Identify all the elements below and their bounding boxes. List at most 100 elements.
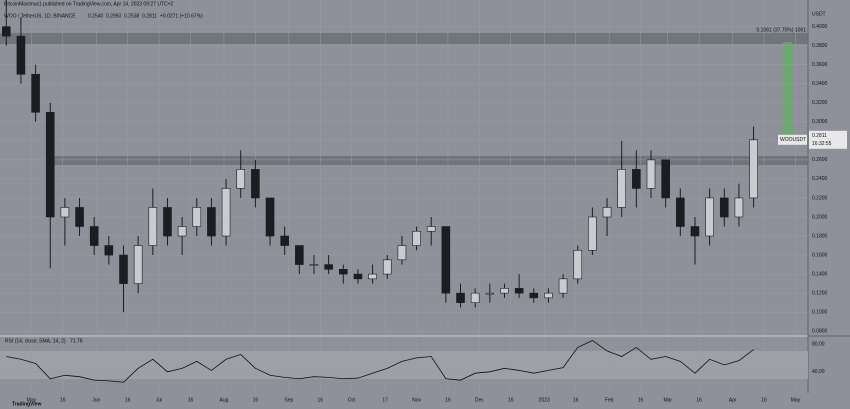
x-tick-label: Nov bbox=[412, 397, 421, 403]
candle-body bbox=[602, 207, 612, 218]
candle-body bbox=[705, 197, 714, 237]
ohlc-value: 0.2540 bbox=[88, 13, 104, 19]
y-tick-label: 0.2200 bbox=[812, 195, 828, 201]
candle-body bbox=[280, 235, 289, 246]
y-tick-label: 0.1400 bbox=[812, 271, 828, 277]
y-tick-label: 0.4000 bbox=[812, 24, 828, 30]
candle-body bbox=[470, 292, 480, 303]
candle-body bbox=[133, 245, 143, 284]
x-tick-label: Jul bbox=[156, 397, 162, 403]
y-tick-label: 0.1600 bbox=[812, 252, 828, 258]
x-tick-label: 16 bbox=[188, 397, 194, 403]
x-tick-label: 16 bbox=[573, 397, 579, 403]
price-axis bbox=[808, 0, 850, 393]
x-tick-label: 16 bbox=[696, 397, 702, 403]
candle-body bbox=[89, 226, 99, 246]
candle-body bbox=[690, 226, 700, 237]
y-tick-label: 0.2600 bbox=[812, 157, 828, 163]
y-tick-label: 0.0800 bbox=[812, 329, 828, 335]
candle-body bbox=[119, 254, 128, 284]
candle-body bbox=[719, 197, 729, 218]
x-tick-label: 17 bbox=[382, 397, 388, 403]
rsi-title: RSI (14, close, SMA, 14, 2) bbox=[5, 338, 66, 344]
x-tick-label: Sep bbox=[284, 397, 293, 403]
candle-body bbox=[646, 159, 656, 189]
x-tick-label: 16 bbox=[125, 397, 131, 403]
ohlc-value: 0.2811 bbox=[142, 13, 157, 19]
candle-body bbox=[324, 264, 333, 270]
y-tick-label: 0.2400 bbox=[812, 176, 828, 182]
candle-body bbox=[221, 188, 231, 237]
symbol-label-box bbox=[778, 134, 807, 145]
candle-body bbox=[632, 169, 641, 189]
candle-body bbox=[309, 264, 319, 266]
candle-body bbox=[104, 245, 114, 256]
candle-body bbox=[295, 245, 304, 265]
footer-brand: TradingView bbox=[12, 401, 41, 407]
measure-label: 0.1061 (37.70%) 1061 bbox=[757, 27, 807, 33]
candle-body bbox=[31, 73, 40, 113]
candle-body bbox=[456, 292, 465, 303]
x-tick-label: 16 bbox=[445, 397, 451, 403]
y-tick-label: 0.3000 bbox=[812, 119, 828, 125]
candle-body bbox=[676, 197, 685, 227]
y-tick-label: 0.1000 bbox=[812, 309, 828, 315]
rsi-band bbox=[0, 351, 808, 379]
rsi-value: 71.78 bbox=[70, 338, 83, 344]
measure-range bbox=[783, 42, 792, 140]
x-tick-label: 2023 bbox=[539, 397, 550, 403]
resistance-zone bbox=[0, 33, 808, 44]
x-tick-label: May bbox=[27, 397, 37, 403]
candle-body bbox=[60, 207, 70, 218]
candle-body bbox=[558, 278, 568, 294]
candle-body bbox=[236, 169, 246, 189]
candle-body bbox=[148, 207, 158, 246]
y-tick-label: 0.2000 bbox=[812, 214, 828, 220]
candle-body bbox=[544, 292, 553, 299]
y-tick-label: 0.3600 bbox=[812, 62, 828, 68]
x-tick-label: 16 bbox=[761, 397, 767, 403]
x-tick-label: 16 bbox=[638, 397, 644, 403]
x-tick-label: Mar bbox=[663, 397, 672, 403]
x-tick-label: Jun bbox=[92, 397, 100, 403]
symbol-title: WOO / TetherUS, 1D, BINANCE bbox=[4, 13, 76, 19]
candle-body bbox=[368, 273, 377, 280]
x-tick-label: 16 bbox=[253, 397, 259, 403]
candle-body bbox=[734, 197, 744, 218]
y-tick-label: 0.1800 bbox=[812, 233, 828, 239]
candle-body bbox=[192, 207, 202, 227]
price-countdown: 16:32:55 bbox=[812, 141, 832, 147]
y-tick-label: 0.3400 bbox=[812, 81, 828, 87]
x-tick-label: Dec bbox=[475, 397, 484, 403]
x-tick-label: 16 bbox=[60, 397, 66, 403]
candle-body bbox=[16, 35, 26, 75]
ohlc-value: 0.2950 bbox=[106, 13, 122, 19]
x-tick-label: Aug bbox=[220, 397, 229, 403]
candle-body bbox=[382, 259, 392, 275]
candle-body bbox=[397, 245, 407, 261]
candle-body bbox=[617, 169, 626, 208]
ohlc-value: 0.2538 bbox=[124, 13, 140, 19]
candle-body bbox=[426, 226, 436, 232]
author-line: BitcoinMaximus1 published on TradingView… bbox=[4, 1, 174, 7]
candle-body bbox=[412, 230, 421, 246]
candle-body bbox=[485, 292, 495, 295]
candle-body bbox=[177, 226, 187, 237]
candle-body bbox=[529, 292, 539, 299]
price-pane bbox=[0, 0, 808, 335]
candle-body bbox=[338, 269, 348, 275]
ohlc-value: +0.0271 (+10.67%) bbox=[160, 13, 203, 19]
candle-body bbox=[163, 207, 172, 237]
candle-body bbox=[588, 216, 597, 251]
candle-body bbox=[441, 226, 451, 294]
axis-unit: USDT bbox=[812, 11, 826, 17]
candle-body bbox=[749, 139, 758, 199]
y-tick-label: 80.00 bbox=[812, 341, 825, 347]
support-zone bbox=[50, 156, 808, 165]
x-tick-label: May bbox=[791, 397, 801, 403]
candle-body bbox=[251, 169, 260, 199]
x-tick-label: 16 bbox=[508, 397, 514, 403]
x-tick-label: 16 bbox=[317, 397, 323, 403]
candle-body bbox=[45, 112, 55, 218]
